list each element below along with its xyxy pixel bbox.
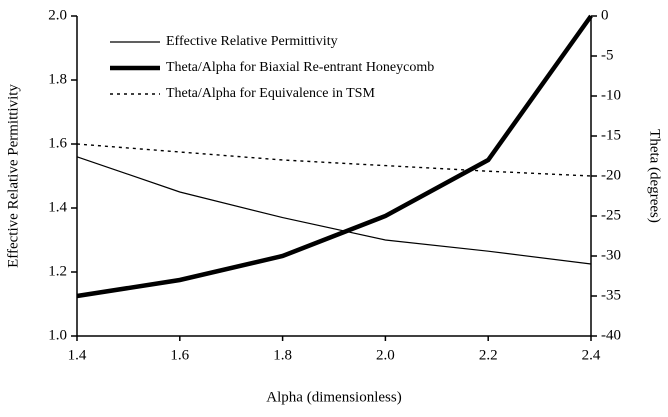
y-tick-label: 1.8 <box>48 71 67 87</box>
legend-label: Theta/Alpha for Equivalence in TSM <box>166 86 375 101</box>
y2-tick-label: -30 <box>601 247 621 263</box>
y-tick-label: 1.6 <box>48 135 67 151</box>
y2-tick-label: 0 <box>601 7 609 23</box>
y2-tick-label: -40 <box>601 327 621 343</box>
y-tick-label: 2.0 <box>48 7 67 23</box>
y-tick-label: 1.4 <box>48 199 67 215</box>
y2-tick-label: -10 <box>601 87 621 103</box>
y2-axis-title: Theta (degrees) <box>647 129 663 223</box>
y2-tick-label: -15 <box>601 127 621 143</box>
series-line <box>76 156 592 265</box>
legend-label: Theta/Alpha for Biaxial Re-entrant Honey… <box>166 60 434 75</box>
y2-tick-label: -25 <box>601 207 621 223</box>
series-line <box>76 143 592 177</box>
series-line <box>76 14 593 299</box>
legend-label: Effective Relative Permittivity <box>166 34 338 49</box>
x-tick-label: 1.6 <box>170 347 189 363</box>
x-tick-label: 1.4 <box>68 347 87 363</box>
y-tick-label: 1.2 <box>48 263 67 279</box>
x-tick-label: 2.4 <box>582 347 601 363</box>
x-tick-label: 2.2 <box>479 347 498 363</box>
y2-tick-label: -5 <box>601 47 614 63</box>
y-axis-title: Effective Relative Permittivity <box>5 84 21 268</box>
y2-tick-label: -20 <box>601 167 621 183</box>
y2-tick-label: -35 <box>601 287 621 303</box>
x-tick-label: 2.0 <box>376 347 395 363</box>
x-axis-title: Alpha (dimensionless) <box>266 389 401 405</box>
x-tick-label: 1.8 <box>273 347 292 363</box>
y-tick-label: 1.0 <box>48 327 67 343</box>
